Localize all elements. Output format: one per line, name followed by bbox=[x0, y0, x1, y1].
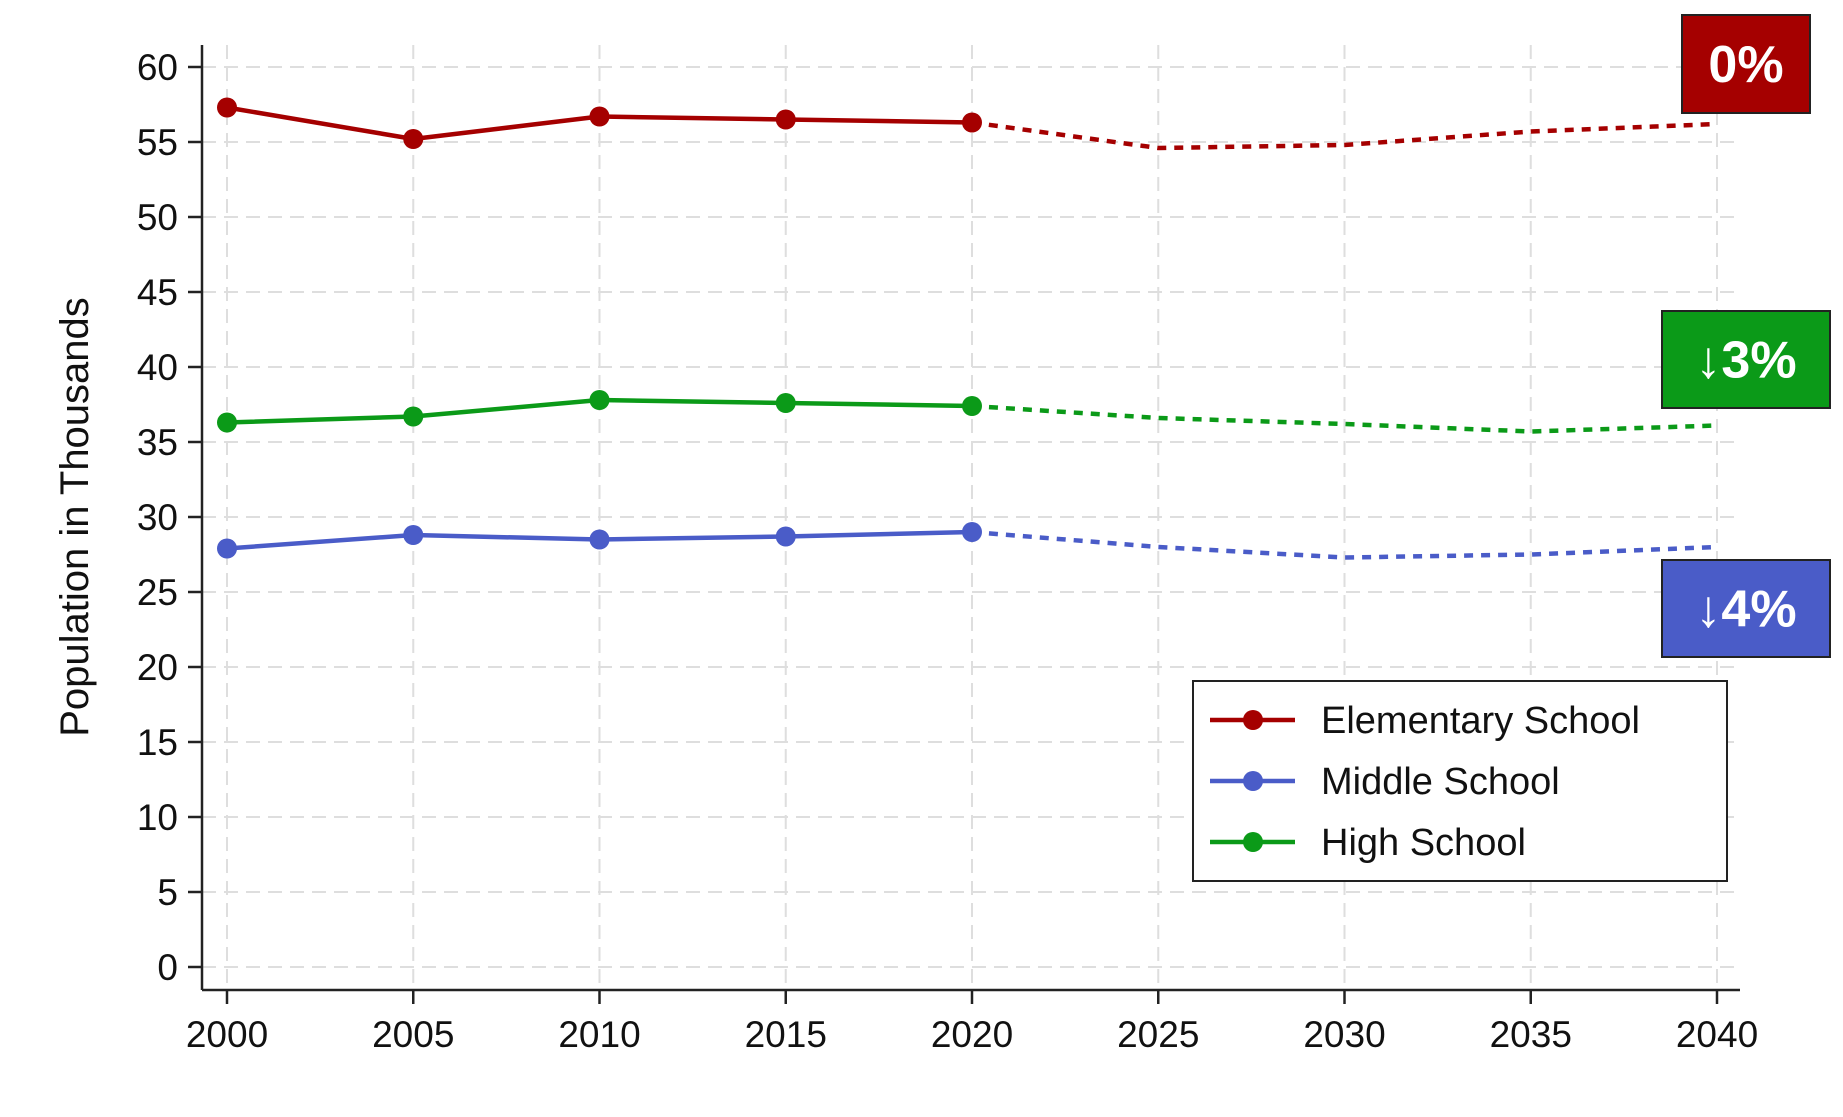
data-point bbox=[217, 97, 237, 118]
data-point bbox=[589, 106, 610, 127]
data-point bbox=[403, 129, 424, 149]
gridlines bbox=[202, 45, 1740, 990]
y-tick-label: 25 bbox=[137, 572, 178, 613]
data-point bbox=[775, 526, 796, 547]
change-badge: ↓4% bbox=[1661, 559, 1831, 658]
legend-swatch-marker bbox=[1243, 710, 1263, 730]
series-high-school bbox=[217, 390, 1718, 434]
data-point bbox=[403, 406, 424, 427]
y-tick-label: 60 bbox=[137, 47, 178, 88]
legend-entry: Elementary School bbox=[1210, 700, 1640, 742]
projected-line-middle-school bbox=[971, 529, 1718, 560]
x-tick-label: 2040 bbox=[1676, 1014, 1758, 1055]
data-point bbox=[775, 393, 796, 413]
data-point bbox=[962, 112, 982, 133]
change-badge-label: ↓3% bbox=[1695, 332, 1796, 390]
legend: Elementary School Middle School High Schoo… bbox=[1192, 680, 1728, 882]
x-tick-label: 2015 bbox=[745, 1014, 827, 1055]
data-point bbox=[589, 390, 610, 410]
legend-label: Elementary School bbox=[1321, 700, 1640, 742]
projected-line-elementary-school bbox=[971, 120, 1718, 151]
change-badge-label: 0% bbox=[1708, 36, 1783, 94]
change-badge-box bbox=[1661, 559, 1831, 658]
legend-entry: Middle School bbox=[1210, 761, 1560, 803]
change-badges: 0% ↓4% ↓3% bbox=[1661, 14, 1831, 658]
legend-entry: High School bbox=[1210, 822, 1526, 864]
legend-label: Middle School bbox=[1321, 761, 1560, 803]
data-point bbox=[589, 529, 610, 550]
y-tick-label: 40 bbox=[137, 347, 178, 388]
x-tick-label: 2000 bbox=[186, 1014, 268, 1055]
change-badge: 0% bbox=[1681, 14, 1811, 114]
x-tick-label: 2005 bbox=[372, 1014, 454, 1055]
y-tick-label: 30 bbox=[137, 497, 178, 538]
change-badge: ↓3% bbox=[1661, 310, 1831, 409]
data-point bbox=[962, 396, 982, 416]
legend-swatch-marker bbox=[1243, 832, 1263, 852]
projected-line-high-school bbox=[971, 403, 1718, 434]
data-point bbox=[775, 109, 796, 130]
x-tick-label: 2010 bbox=[558, 1014, 640, 1055]
y-tick-label: 0 bbox=[157, 947, 178, 988]
change-badge-box bbox=[1661, 310, 1831, 409]
x-tick-label: 2025 bbox=[1117, 1014, 1199, 1055]
series-lines bbox=[217, 97, 1718, 560]
change-badge-box bbox=[1681, 14, 1811, 114]
legend-label: High School bbox=[1321, 822, 1526, 864]
y-axis-title: Population in Thousands bbox=[53, 297, 97, 737]
y-tick-label: 15 bbox=[137, 722, 178, 763]
data-point bbox=[217, 538, 237, 559]
series-middle-school bbox=[217, 522, 1718, 560]
series-elementary-school bbox=[217, 97, 1718, 151]
y-tick-label: 50 bbox=[137, 197, 178, 238]
y-tick-label: 10 bbox=[137, 797, 178, 838]
y-tick-label: 55 bbox=[137, 122, 178, 163]
data-point bbox=[217, 412, 237, 433]
x-tick-label: 2020 bbox=[931, 1014, 1013, 1055]
y-tick-label: 20 bbox=[137, 647, 178, 688]
data-point bbox=[403, 525, 424, 545]
x-tick-label: 2035 bbox=[1490, 1014, 1572, 1055]
data-point bbox=[962, 522, 982, 542]
y-tick-label: 5 bbox=[157, 872, 178, 913]
x-tick-label: 2030 bbox=[1303, 1014, 1385, 1055]
legend-swatch-marker bbox=[1243, 771, 1263, 791]
y-tick-label: 45 bbox=[137, 272, 178, 313]
y-tick-label: 35 bbox=[137, 422, 178, 463]
change-badge-label: ↓4% bbox=[1695, 581, 1796, 639]
